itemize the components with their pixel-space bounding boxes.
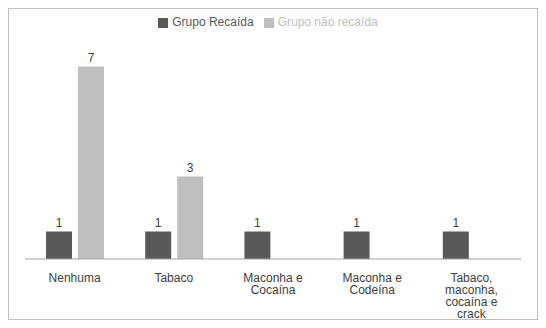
svg-text:Maconha eCocaína: Maconha eCocaína [243,271,303,297]
svg-text:7: 7 [88,51,95,65]
svg-text:1: 1 [56,216,63,230]
svg-text:Tabaco,maconha,cocaína ecrack: Tabaco,maconha,cocaína ecrack [445,271,498,319]
svg-text:Maconha eCodeína: Maconha eCodeína [343,271,403,297]
svg-text:1: 1 [254,216,261,230]
svg-text:1: 1 [353,216,360,230]
html-text:Grupo Recaída: Grupo Recaída [172,15,254,29]
svg-text:1: 1 [155,216,162,230]
svg-text:Nenhuma: Nenhuma [49,271,101,285]
svg-text:3: 3 [187,161,194,175]
svg-text:Tabaco: Tabaco [154,271,193,285]
html-text:Grupo não recaída: Grupo não recaída [277,15,378,29]
svg-text:1: 1 [452,216,459,230]
